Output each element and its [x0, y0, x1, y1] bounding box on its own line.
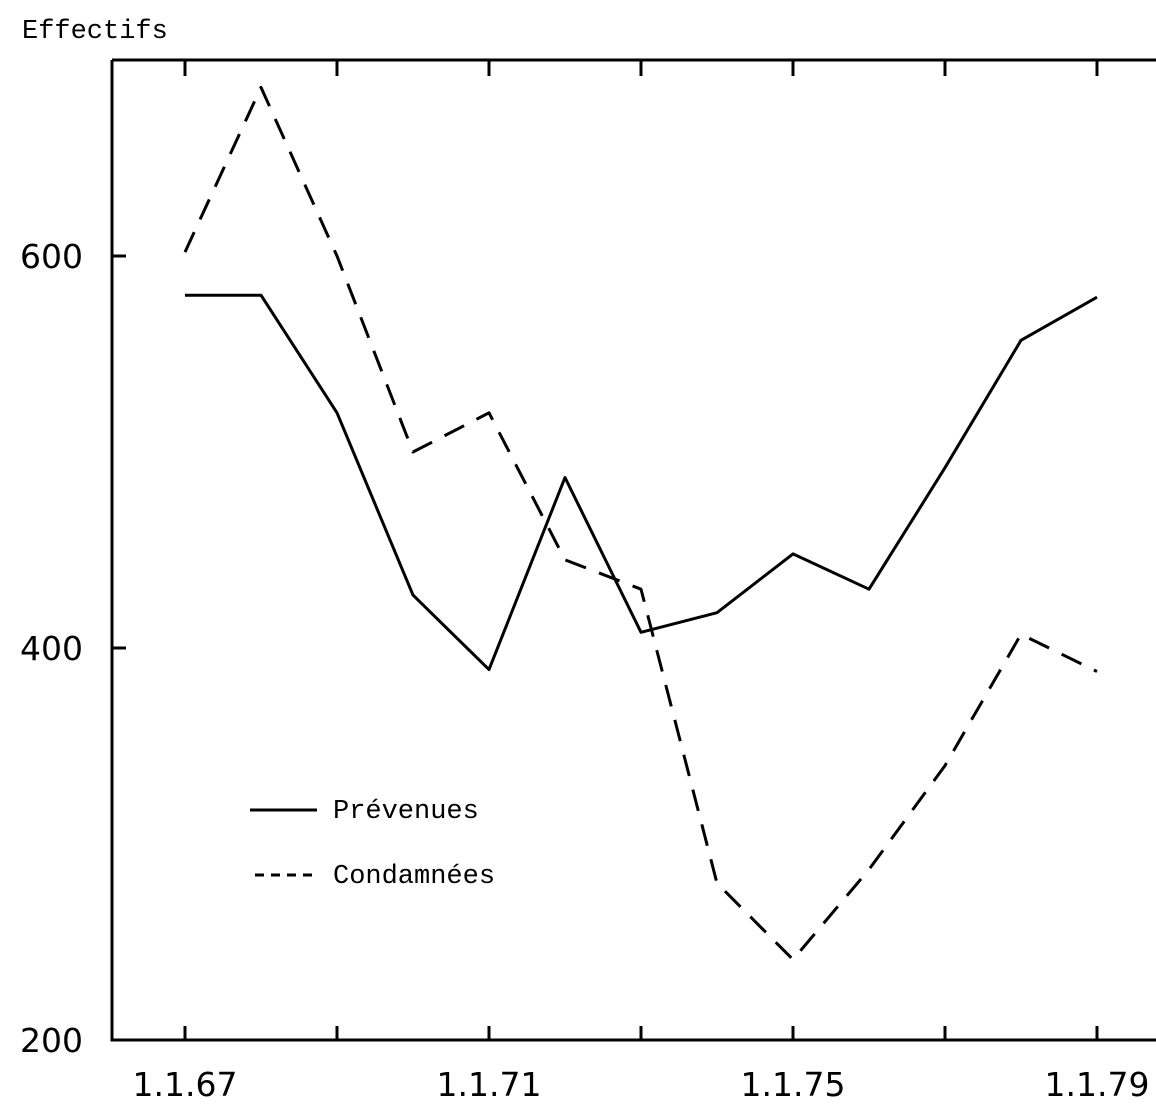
- x-tick-label: 1.1.67: [133, 1065, 238, 1104]
- y-tick-label: 200: [20, 1021, 83, 1060]
- axis-ticks: [112, 60, 1097, 1040]
- series-line-prevenues: [185, 295, 1097, 669]
- plot-frame: [112, 60, 1156, 1040]
- tick-labels: 1.1.67 1.1.71 1.1.75 1.1.79 200 400 600: [20, 237, 1149, 1104]
- legend-label-prevenues: Prévenues: [333, 797, 479, 827]
- y-axis-label: Effectifs: [22, 17, 168, 47]
- x-tick-label: 1.1.79: [1045, 1065, 1150, 1104]
- series-lines: [185, 87, 1097, 959]
- x-tick-label: 1.1.75: [741, 1065, 846, 1104]
- y-tick-label: 600: [20, 237, 83, 276]
- y-tick-label: 400: [20, 629, 83, 668]
- series-line-condamnees: [185, 87, 1097, 959]
- x-tick-label: 1.1.71: [437, 1065, 542, 1104]
- legend: Prévenues Condamnées: [250, 797, 495, 892]
- legend-label-condamnees: Condamnées: [333, 862, 495, 892]
